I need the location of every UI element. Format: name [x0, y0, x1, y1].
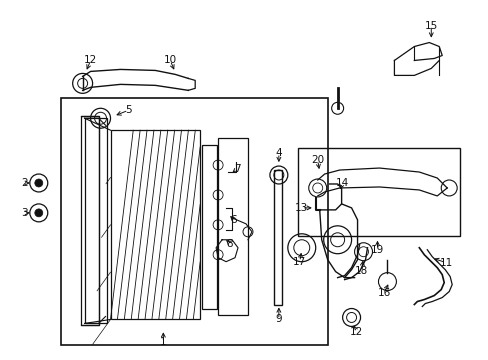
Text: 15: 15	[424, 21, 437, 31]
Text: 12: 12	[84, 55, 97, 66]
Bar	[110, 130, 200, 319]
Text: 9: 9	[275, 314, 282, 324]
Text: 2: 2	[21, 178, 28, 188]
Text: 8: 8	[226, 239, 233, 249]
Bar	[202, 145, 217, 310]
Text: 19: 19	[370, 245, 384, 255]
Text: 7: 7	[233, 164, 240, 174]
Text: 13: 13	[295, 203, 308, 213]
Text: 6: 6	[230, 215, 237, 225]
Text: 1: 1	[160, 337, 166, 347]
Bar	[273, 170, 281, 305]
Text: 10: 10	[163, 55, 177, 66]
Text: 4: 4	[275, 148, 282, 158]
Bar	[218, 138, 247, 315]
Text: 14: 14	[335, 178, 348, 188]
Text: 3: 3	[21, 208, 28, 218]
Text: 5: 5	[125, 105, 131, 115]
Circle shape	[35, 179, 42, 187]
Text: 11: 11	[439, 258, 452, 268]
Bar	[297, 148, 459, 236]
Text: 20: 20	[310, 155, 324, 165]
Bar	[61, 98, 327, 345]
Text: 18: 18	[354, 266, 367, 276]
Text: 17: 17	[293, 257, 306, 267]
Text: 12: 12	[349, 327, 363, 337]
Circle shape	[35, 209, 42, 217]
Text: 16: 16	[377, 288, 390, 298]
Bar	[81, 116, 99, 325]
Bar	[84, 118, 106, 323]
